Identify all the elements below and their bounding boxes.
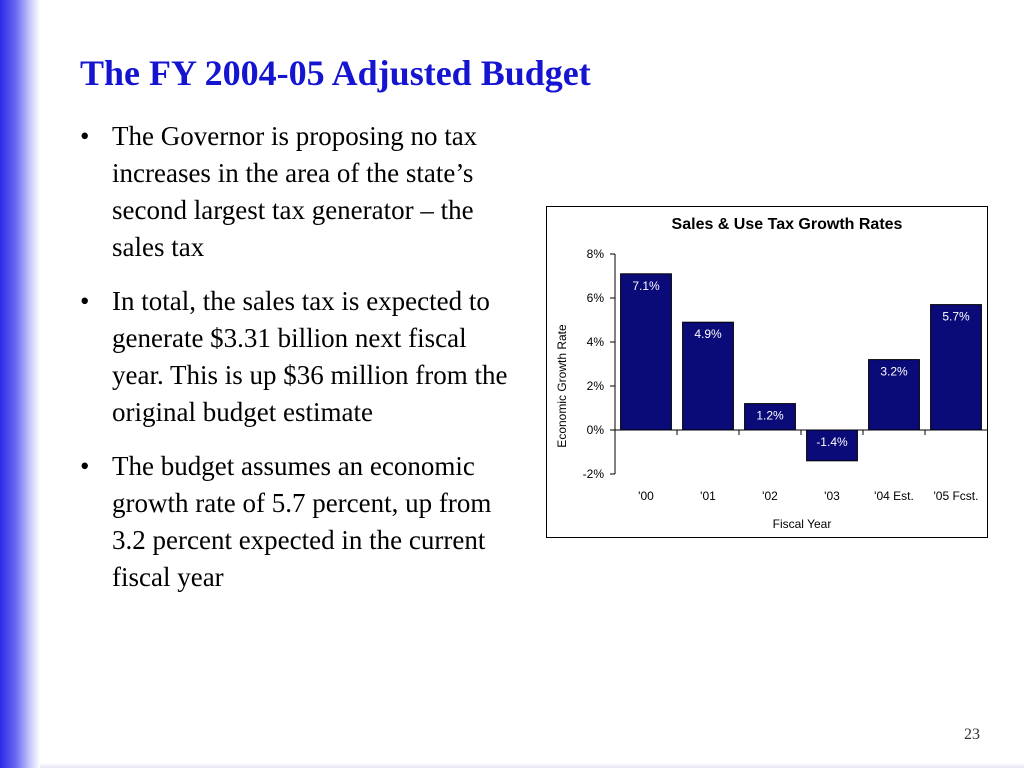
data-label: -1.4%: [816, 435, 848, 449]
y-tick-label: 8%: [587, 247, 605, 261]
x-tick-label: '01: [700, 489, 716, 503]
slide-title: The FY 2004-05 Adjusted Budget: [80, 53, 591, 93]
page-number: 23: [964, 726, 980, 743]
bullet-item: • In total, the sales tax is expected to…: [78, 283, 518, 431]
chart-title: Sales & Use Tax Growth Rates: [672, 216, 903, 233]
x-tick-label: '02: [762, 489, 778, 503]
y-tick-label: 4%: [587, 335, 605, 349]
data-label: 4.9%: [694, 327, 722, 341]
bar-chart: Sales & Use Tax Growth Rates Economic Gr…: [555, 216, 987, 531]
data-label: 1.2%: [756, 409, 784, 423]
bullet-item: • The budget assumes an economic growth …: [78, 448, 518, 596]
bullet-text: The budget assumes an economic growth ra…: [112, 451, 492, 592]
y-tick-label: 2%: [587, 379, 605, 393]
x-tick-label: '05 Fcst.: [934, 489, 979, 503]
bar: [868, 359, 920, 431]
y-tick-label: 0%: [587, 423, 605, 437]
y-axis-label: Economic Growth Rate: [555, 324, 569, 448]
bar: [806, 429, 858, 462]
bar: [744, 403, 796, 431]
bar: [620, 273, 672, 431]
bar: [682, 321, 734, 431]
data-label: 3.2%: [880, 365, 908, 379]
bullet-list: • The Governor is proposing no tax incre…: [78, 118, 518, 613]
bullet-text: The Governor is proposing no tax increas…: [112, 121, 478, 262]
x-axis-label: Fiscal Year: [773, 517, 832, 531]
bullet-marker: •: [80, 286, 90, 316]
bullet-marker: •: [80, 451, 90, 481]
slide-accent-bar: [0, 0, 40, 768]
bullet-item: • The Governor is proposing no tax incre…: [78, 118, 518, 266]
y-tick-label: -2%: [583, 467, 605, 481]
plot-area: -2% 0% 2% 4% 6% 8% 7.1% '00 4.9% '01 1.2% '02 -1.4% '…: [583, 247, 987, 503]
x-tick-label: '03: [824, 489, 840, 503]
chart-container: Sales & Use Tax Growth Rates Economic Gr…: [546, 206, 988, 538]
bullet-marker: •: [80, 121, 90, 151]
x-tick-label: '00: [638, 489, 654, 503]
x-tick-label: '04 Est.: [874, 489, 914, 503]
slide-bottom-border: [40, 763, 1024, 768]
bullet-text: In total, the sales tax is expected to g…: [112, 286, 508, 427]
data-label: 7.1%: [632, 279, 660, 293]
data-label: 5.7%: [942, 310, 970, 324]
y-tick-label: 6%: [587, 291, 605, 305]
bar: [930, 304, 982, 431]
